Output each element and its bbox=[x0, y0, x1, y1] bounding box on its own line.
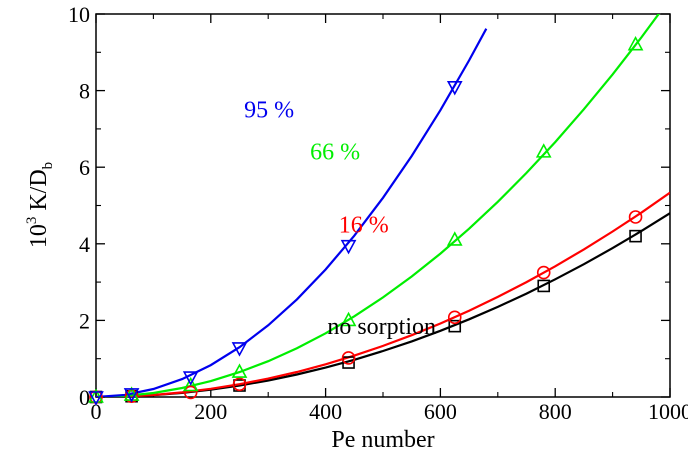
data-point bbox=[446, 80, 463, 96]
y-tick-label: 4 bbox=[79, 232, 90, 257]
data-point bbox=[88, 388, 104, 403]
data-point bbox=[629, 229, 642, 243]
data-point bbox=[448, 319, 462, 333]
data-point bbox=[446, 231, 463, 246]
series-label-1: 66 % bbox=[310, 140, 360, 166]
data-point bbox=[88, 391, 104, 406]
x-tick-label: 800 bbox=[539, 399, 572, 424]
data-point bbox=[183, 385, 198, 400]
data-point bbox=[627, 35, 644, 51]
data-point bbox=[182, 376, 199, 392]
x-tick-label: 400 bbox=[309, 399, 342, 424]
y-axis-label: 103 K/Db bbox=[24, 162, 56, 248]
y-axis-label-sup: 3 bbox=[24, 217, 40, 225]
data-point bbox=[182, 371, 199, 386]
fit-curve-3 bbox=[96, 28, 488, 397]
series-label-0: 95 % bbox=[244, 97, 294, 123]
x-axis-label: Pe number bbox=[331, 427, 434, 453]
y-tick-label: 6 bbox=[79, 155, 90, 180]
x-tick-label: 1000 bbox=[648, 399, 688, 424]
y-axis-label-mid: K/D bbox=[26, 169, 52, 216]
data-point bbox=[340, 239, 357, 255]
data-point bbox=[231, 363, 248, 378]
data-point bbox=[232, 377, 247, 392]
data-point bbox=[628, 210, 643, 224]
series-annotations: 95 % 66 % 16 % no sorption bbox=[244, 97, 436, 339]
data-point bbox=[123, 388, 140, 403]
fit-curve-0 bbox=[96, 212, 670, 397]
data-point bbox=[341, 351, 356, 365]
data-markers bbox=[88, 35, 644, 406]
x-tick-label: 0 bbox=[91, 399, 102, 424]
y-axis-label-sub: b bbox=[40, 162, 56, 170]
data-point bbox=[447, 310, 462, 325]
data-point bbox=[342, 356, 355, 369]
data-point bbox=[535, 143, 552, 158]
y-tick-label: 8 bbox=[79, 79, 90, 104]
data-point bbox=[231, 342, 248, 357]
data-point bbox=[537, 279, 551, 293]
x-tick-label: 200 bbox=[194, 399, 227, 424]
series-label-2: 16 % bbox=[339, 212, 389, 238]
y-tick-label: 0 bbox=[79, 385, 90, 410]
x-tick-label: 600 bbox=[424, 399, 457, 424]
y-tick-label: 2 bbox=[79, 308, 90, 333]
y-tick-label: 10 bbox=[68, 2, 90, 27]
y-axis-label-main: 10 bbox=[26, 224, 52, 248]
series-label-3: no sorption bbox=[327, 314, 436, 340]
axis-ticks: 0 200 400 600 800 1000 0 2 4 6 8 10 bbox=[68, 2, 688, 424]
data-point bbox=[340, 311, 357, 327]
data-point bbox=[536, 265, 551, 280]
